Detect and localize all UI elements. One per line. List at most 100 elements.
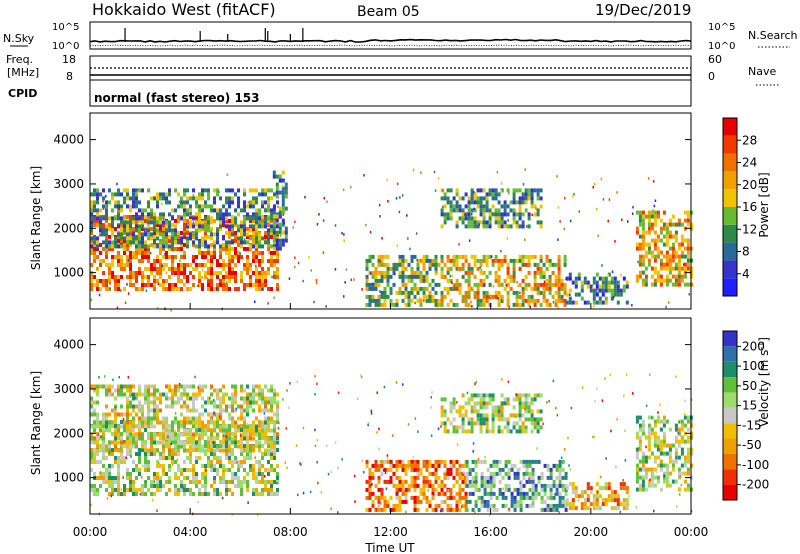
heatmap-cell bbox=[138, 400, 141, 405]
heatmap-cell bbox=[90, 228, 93, 233]
beam-label: Beam 05 bbox=[357, 4, 420, 20]
heatmap-cell bbox=[674, 250, 678, 255]
heatmap-cell bbox=[186, 279, 189, 283]
heatmap-cell bbox=[159, 267, 162, 271]
heatmap-cell bbox=[273, 271, 276, 275]
heatmap-cell bbox=[180, 254, 182, 258]
heatmap-cell bbox=[129, 488, 132, 492]
heatmap-cell bbox=[255, 480, 258, 484]
heatmap-cell bbox=[126, 468, 129, 472]
heatmap-cell bbox=[126, 404, 129, 409]
heatmap-cell bbox=[93, 192, 96, 197]
heatmap-cell bbox=[234, 220, 237, 225]
heatmap-cell bbox=[580, 288, 584, 293]
heatmap-cell bbox=[653, 439, 657, 444]
heatmap-cell bbox=[494, 192, 498, 197]
heatmap-cell bbox=[186, 196, 189, 201]
heatmap-cell bbox=[468, 239, 471, 242]
heatmap-cell bbox=[489, 513, 491, 517]
heatmap-cell bbox=[470, 188, 474, 193]
heatmap-cell bbox=[530, 298, 534, 303]
heatmap-cell bbox=[111, 408, 114, 413]
heatmap-cell bbox=[168, 255, 171, 259]
heatmap-cell bbox=[138, 488, 141, 492]
heatmap-cell bbox=[662, 266, 666, 271]
heatmap-cell bbox=[506, 224, 510, 229]
heatmap-cell bbox=[237, 255, 240, 259]
heatmap-cell bbox=[186, 488, 189, 492]
heatmap-cell bbox=[482, 204, 486, 209]
heatmap-cell bbox=[516, 281, 518, 284]
heatmap-cell bbox=[195, 215, 198, 219]
heatmap-cell bbox=[489, 495, 493, 500]
heatmap-cell bbox=[168, 235, 171, 239]
heatmap-cell bbox=[114, 424, 117, 428]
heatmap-cell bbox=[225, 480, 228, 484]
power-colorbar-tick-label: 20 bbox=[742, 178, 757, 192]
heatmap-cell bbox=[170, 309, 172, 312]
heatmap-cell bbox=[377, 254, 381, 259]
heatmap-cell bbox=[650, 254, 654, 259]
heatmap-cell bbox=[270, 208, 273, 213]
heatmap-cell bbox=[556, 413, 559, 417]
heatmap-cell bbox=[506, 188, 510, 193]
heatmap-cell bbox=[622, 288, 626, 293]
heatmap-cell bbox=[452, 256, 454, 259]
heatmap-cell bbox=[258, 240, 261, 245]
heatmap-cell bbox=[607, 219, 609, 223]
heatmap-cell bbox=[571, 498, 575, 503]
heatmap-cell bbox=[401, 459, 405, 464]
heatmap-cell bbox=[93, 200, 96, 205]
heatmap-cell bbox=[96, 236, 99, 241]
heatmap-cell bbox=[102, 216, 105, 221]
heatmap-cell bbox=[195, 476, 198, 480]
heatmap-cell bbox=[138, 448, 141, 453]
heatmap-cell bbox=[431, 483, 435, 488]
heatmap-cell bbox=[644, 242, 648, 247]
heatmap-cell bbox=[505, 284, 508, 287]
heatmap-cell bbox=[183, 271, 186, 275]
heatmap-cell bbox=[563, 196, 566, 200]
heatmap-cell bbox=[449, 278, 453, 283]
heatmap-cell bbox=[105, 412, 108, 417]
heatmap-cell bbox=[192, 420, 195, 425]
heatmap-cell bbox=[108, 271, 111, 275]
heatmap-cell bbox=[168, 239, 171, 243]
heatmap-cell bbox=[314, 393, 316, 396]
heatmap-cell bbox=[665, 266, 669, 271]
heatmap-cell bbox=[231, 436, 234, 441]
heatmap-cell bbox=[105, 216, 108, 221]
heatmap-cell bbox=[213, 247, 216, 251]
heatmap-cell bbox=[120, 208, 123, 213]
heatmap-cell bbox=[138, 251, 141, 255]
heatmap-cell bbox=[105, 212, 108, 217]
heatmap-cell bbox=[228, 416, 231, 421]
heatmap-cell bbox=[255, 244, 258, 249]
heatmap-cell bbox=[558, 511, 561, 514]
heatmap-cell bbox=[123, 392, 126, 397]
heatmap-cell bbox=[111, 216, 114, 221]
heatmap-cell bbox=[257, 513, 259, 516]
heatmap-cell bbox=[531, 213, 533, 217]
heatmap-cell bbox=[108, 200, 111, 205]
heatmap-cell bbox=[614, 240, 616, 243]
heatmap-cell bbox=[455, 220, 459, 225]
heatmap-cell bbox=[153, 404, 156, 409]
heatmap-cell bbox=[616, 502, 620, 507]
heatmap-cell bbox=[189, 480, 192, 484]
heatmap-cell bbox=[162, 448, 165, 453]
heatmap-cell bbox=[159, 243, 162, 247]
heatmap-cell bbox=[451, 281, 453, 284]
heatmap-cell bbox=[437, 302, 441, 307]
heatmap-cell bbox=[270, 404, 273, 409]
heatmap-cell bbox=[247, 201, 250, 204]
heatmap-cell bbox=[96, 476, 99, 480]
freq-label: Freq. bbox=[6, 53, 33, 66]
heatmap-cell bbox=[138, 231, 141, 235]
heatmap-cell bbox=[129, 271, 132, 275]
heatmap-cell bbox=[278, 246, 282, 251]
heatmap-cell bbox=[452, 483, 456, 488]
heatmap-cell bbox=[228, 468, 231, 472]
heatmap-cell bbox=[243, 428, 246, 433]
heatmap-cell bbox=[102, 428, 105, 433]
